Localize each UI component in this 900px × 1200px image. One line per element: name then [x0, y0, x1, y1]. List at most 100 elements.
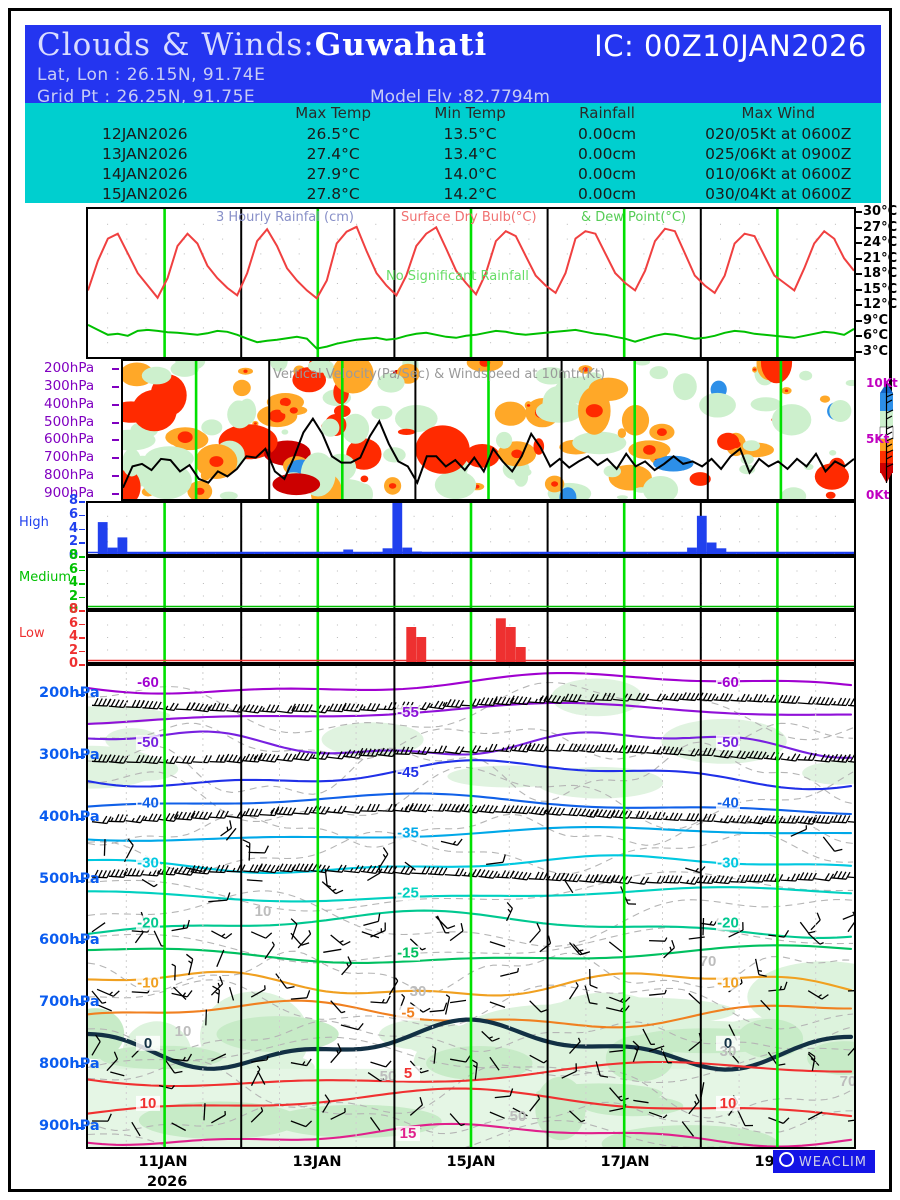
- cloud-high-scale-4: 4: [69, 520, 79, 536]
- cell-rainfall: 0.00cm: [577, 145, 637, 163]
- temp-tick-2: 24°C: [863, 235, 898, 251]
- col-date: [25, 103, 265, 124]
- outer-frame: Clouds & Winds:Guwahati IC: 00Z10JAN2026…: [8, 8, 898, 1192]
- station-name: Guwahati: [314, 27, 488, 63]
- x-tick-13JAN: 13JAN: [292, 1154, 342, 1170]
- no-significant-rainfall-note: No Significant Rainfall: [386, 269, 529, 284]
- wind-tick-mark: [77, 694, 85, 696]
- wind-tick-mark: [77, 817, 85, 820]
- vertical-velocity-panel: [121, 359, 856, 501]
- col-max-wind: Max Wind: [741, 104, 815, 122]
- wind-tick-1: 300hPa: [39, 746, 100, 763]
- cloud-low-scale-8: 8: [69, 602, 79, 617]
- svg-text:-55: -55: [397, 704, 419, 721]
- cloud-high-scale-0: 0: [69, 548, 79, 563]
- temp-tick-6: 12°C: [863, 297, 898, 313]
- cell-date: 15JAN2026: [102, 185, 188, 203]
- temp-panel-title-dewpoint: & Dew Point(°C): [581, 210, 687, 225]
- cloud-label-low: Low: [19, 626, 45, 641]
- cell-date: 12JAN2026: [102, 125, 188, 143]
- windspeed-legend: [878, 383, 895, 483]
- svg-text:50: 50: [510, 1108, 527, 1125]
- cell-min-temp: 13.5°C: [443, 125, 497, 143]
- svg-text:-5: -5: [401, 1005, 414, 1022]
- vvel-tick-mark: [112, 475, 119, 478]
- svg-text:10: 10: [255, 903, 272, 920]
- weaclim-badge: WEACLIM: [772, 1150, 875, 1173]
- temp-tick-mark: [856, 351, 862, 353]
- wind-tick-mark: [77, 941, 85, 944]
- cell-min-temp: 14.0°C: [443, 165, 497, 183]
- vvel-tick-3: 500hPa: [44, 413, 95, 430]
- table-row: 12JAN2026 26.5°C 13.5°C 0.00cm 020/05Kt …: [25, 124, 881, 144]
- svg-text:10: 10: [140, 1095, 157, 1112]
- svg-text:-50: -50: [137, 734, 159, 751]
- cell-max-temp: 27.8°C: [306, 185, 360, 203]
- col-min-temp: Min Temp: [434, 104, 506, 122]
- cell-min-temp: 14.2°C: [443, 185, 497, 203]
- wind-tick-6: 800hPa: [39, 1056, 100, 1073]
- cell-max-wind: 020/05Kt at 0600Z: [705, 125, 852, 143]
- svg-text:-15: -15: [397, 945, 419, 962]
- svg-text:70: 70: [700, 953, 717, 970]
- cell-date: 14JAN2026: [102, 165, 188, 183]
- table-row: 14JAN2026 27.9°C 14.0°C 0.00cm 010/06Kt …: [25, 164, 881, 184]
- vvel-tick-0: 200hPa: [44, 360, 95, 376]
- temp-tick-9: 3°C: [863, 344, 889, 359]
- temp-panel-title-drybulb: Surface Dry Bulb(°C): [401, 210, 537, 225]
- svg-text:-10: -10: [137, 975, 159, 992]
- temp-tick-7: 9°C: [863, 312, 889, 328]
- wind-tick-3: 500hPa: [39, 870, 100, 887]
- vvel-tick-5: 700hPa: [44, 449, 95, 466]
- cell-min-temp: 13.4°C: [443, 145, 497, 163]
- cell-max-temp: 26.5°C: [306, 125, 360, 143]
- svg-text:-30: -30: [717, 854, 739, 871]
- svg-text:30: 30: [720, 1043, 737, 1060]
- svg-text:-30: -30: [137, 854, 159, 871]
- vvel-tick-6: 800hPa: [44, 467, 95, 484]
- svg-text:30: 30: [410, 983, 427, 1000]
- vvel-tick-mark: [112, 403, 119, 406]
- wind-tick-mark: [77, 879, 85, 882]
- svg-text:-35: -35: [397, 824, 419, 841]
- svg-text:-60: -60: [137, 674, 159, 691]
- temperature-panel: [86, 207, 856, 359]
- vvel-legend-5Kt: 5Kt: [866, 432, 890, 446]
- wind-tick-mark: [77, 755, 85, 758]
- forecast-summary-table: Max Temp Min Temp Rainfall Max Wind 12JA…: [25, 103, 881, 203]
- temp-tick-mark: [856, 304, 862, 307]
- svg-text:-60: -60: [717, 674, 739, 691]
- title-prefix: Clouds & Winds:: [37, 27, 315, 63]
- svg-text:10: 10: [720, 1095, 737, 1112]
- wind-tick-mark: [77, 1003, 85, 1006]
- wind-tick-5: 700hPa: [39, 994, 100, 1011]
- gridpoint-text: Grid Pt : 26.25N, 91.75E: [37, 87, 256, 107]
- cell-max-wind: 030/04Kt at 0600Z: [705, 185, 852, 203]
- svg-text:10: 10: [175, 1023, 192, 1040]
- medium-cloud-panel: [86, 556, 856, 610]
- svg-text:0: 0: [724, 1035, 732, 1052]
- vvel-legend-0Kt: 0Kt: [866, 488, 890, 502]
- table-row: 15JAN2026 27.8°C 14.2°C 0.00cm 030/04Kt …: [25, 184, 881, 204]
- cell-max-temp: 27.9°C: [306, 165, 360, 183]
- vvel-tick-mark: [112, 385, 119, 388]
- x-tick-11JAN: 11JAN: [138, 1154, 188, 1170]
- cloud-low-scale-4: 4: [69, 629, 79, 644]
- high-cloud-panel: [86, 501, 856, 556]
- cell-max-wind: 025/06Kt at 0900Z: [705, 145, 852, 163]
- svg-text:-40: -40: [137, 794, 159, 811]
- vvel-tick-2: 400hPa: [44, 395, 95, 412]
- model-elevation-text: Model Elv :82.7794m: [370, 87, 550, 107]
- svg-text:-10: -10: [717, 975, 739, 992]
- cloud-tick-mark: [79, 583, 85, 585]
- cloud-tick-mark: [79, 514, 85, 517]
- col-rainfall: Rainfall: [579, 104, 635, 122]
- temp-tick-0: 30°C: [863, 204, 898, 219]
- cloud-tick-mark: [79, 556, 85, 558]
- vvel-tick-mark: [112, 421, 119, 424]
- cloud-medium-scale-4: 4: [69, 575, 79, 590]
- vvel-panel-title: Vertical Velocity(Pa/Sec) & Windspeed at…: [273, 367, 606, 382]
- temp-tick-mark: [856, 273, 862, 276]
- svg-text:-20: -20: [717, 915, 739, 932]
- temp-tick-mark: [856, 257, 862, 260]
